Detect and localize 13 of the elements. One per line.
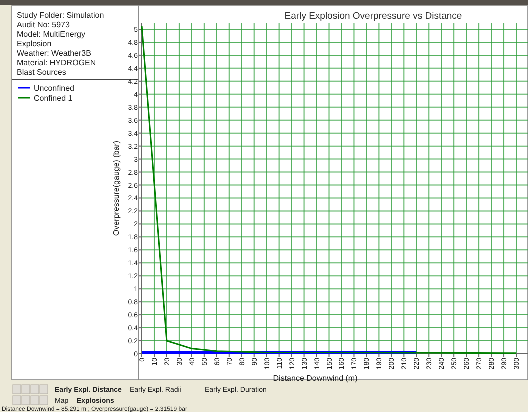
text: Weather: Weather3B bbox=[17, 49, 92, 58]
text: Audit No: 5973 bbox=[17, 20, 70, 30]
legend-label: Confined 1 bbox=[34, 94, 74, 103]
line-series bbox=[141, 25, 518, 354]
legend-label: Unconfined bbox=[34, 84, 74, 93]
text: Study Folder: Simulation bbox=[17, 11, 104, 20]
text: Explosion bbox=[17, 40, 52, 48]
text: Blast Sources bbox=[17, 68, 66, 77]
y-axis-title: Overpressure(gauge) (bar) bbox=[112, 140, 121, 236]
x-axis-title: Distance Downwind (m) bbox=[273, 374, 358, 383]
chart-title: Early Explosion Overpressure vs Distance bbox=[284, 11, 462, 22]
text: Material: HYDROGEN bbox=[17, 58, 96, 68]
text: Model: MultiEnergy bbox=[17, 30, 86, 39]
